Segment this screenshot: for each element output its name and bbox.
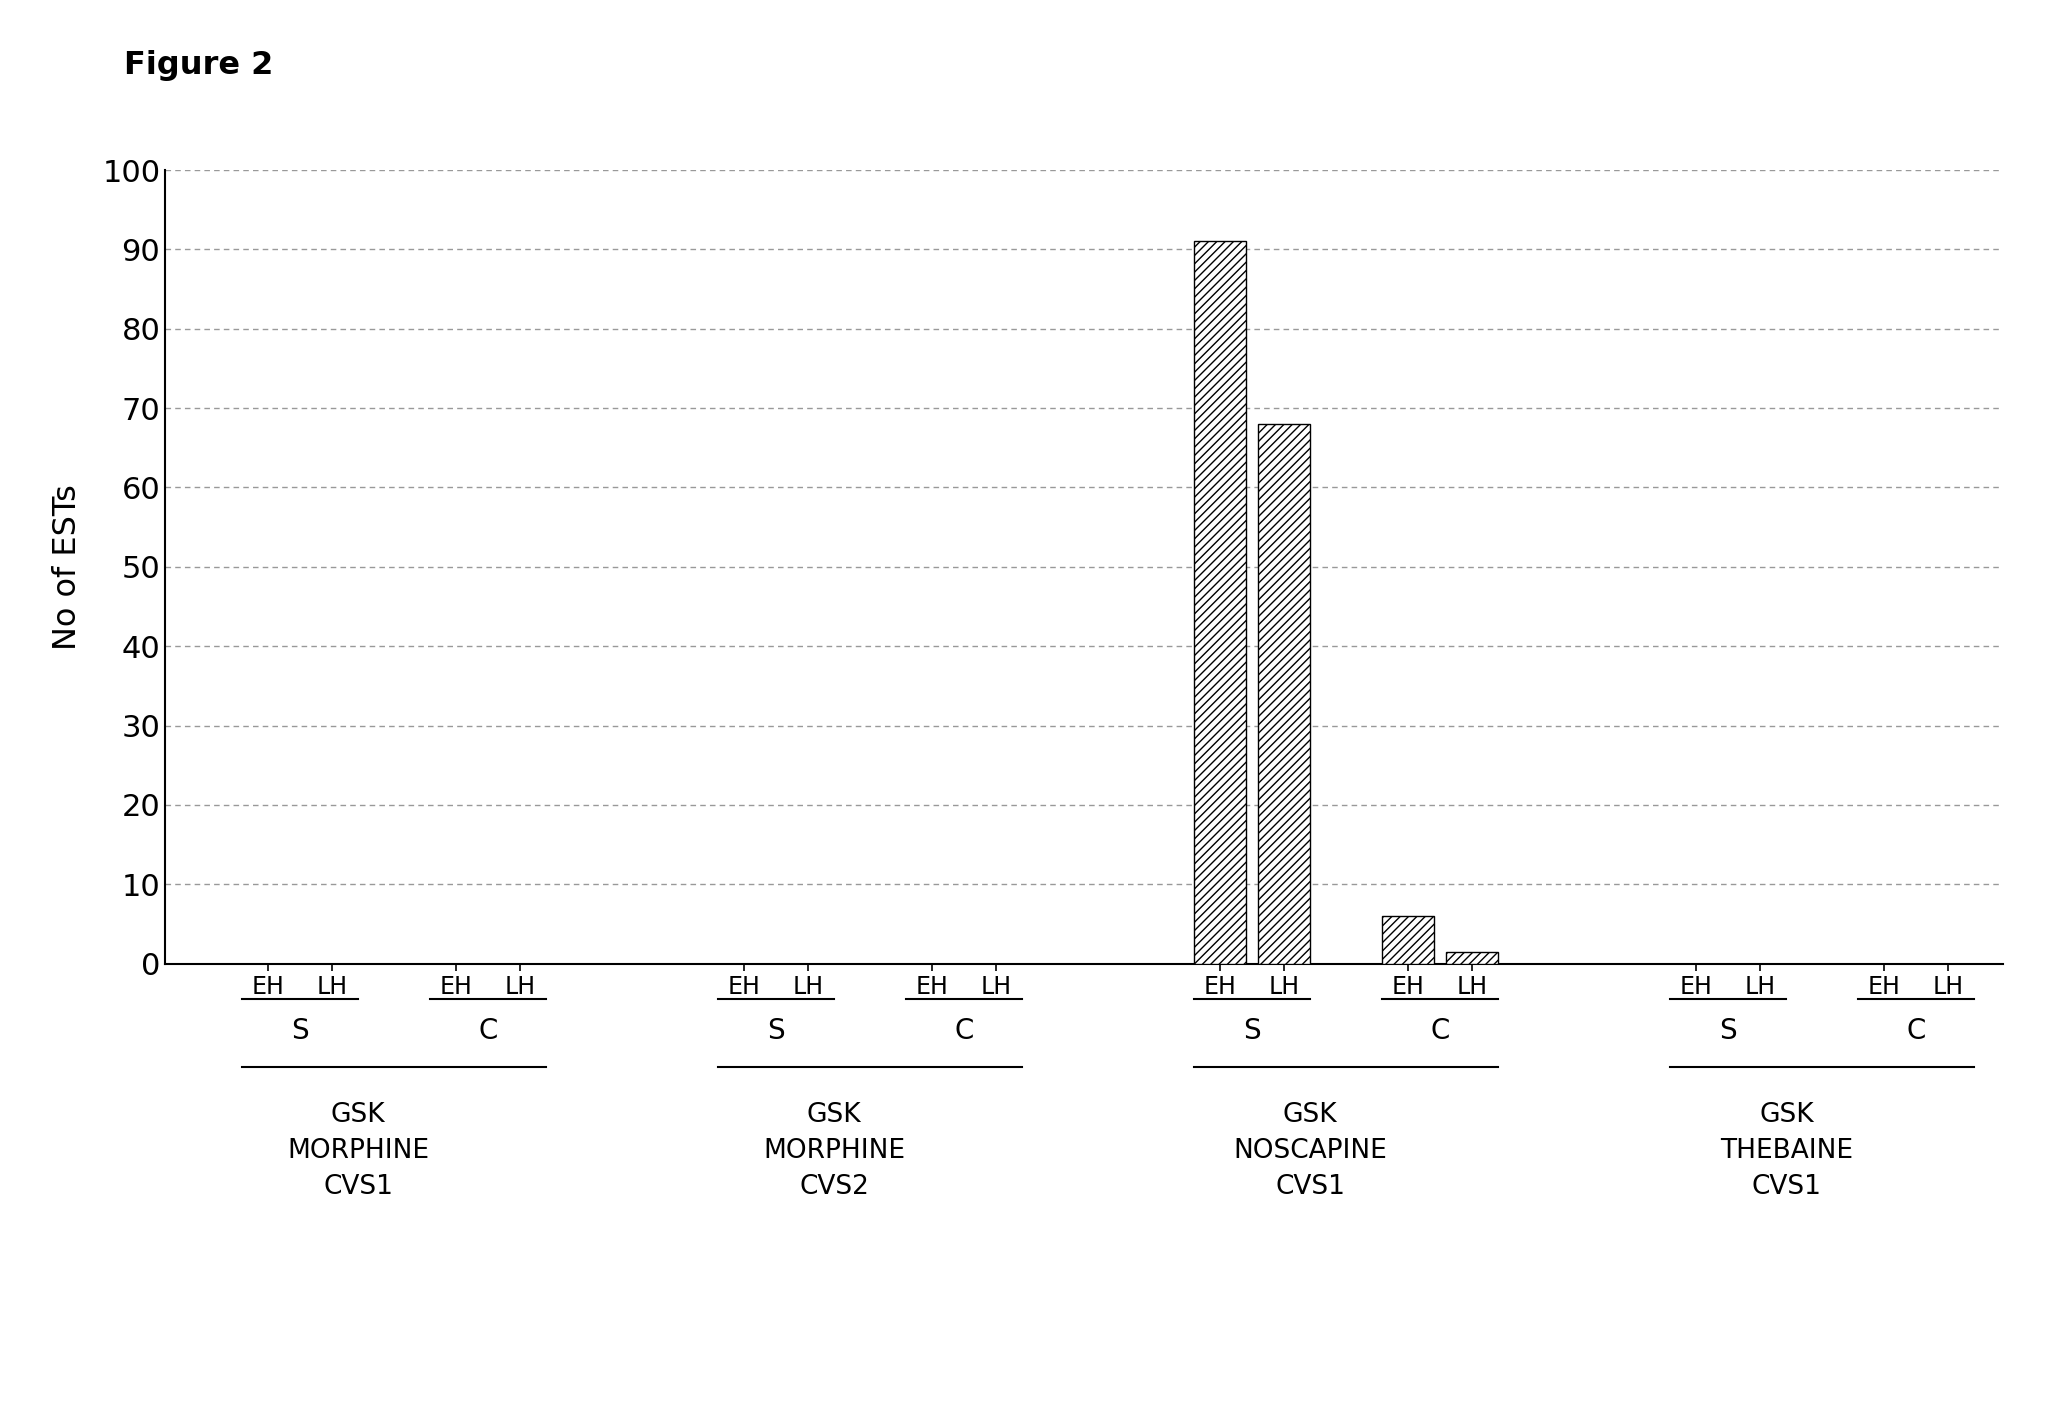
- Text: S: S: [1243, 1017, 1262, 1044]
- Bar: [1381, 915, 1435, 964]
- Y-axis label: No of ESTs: No of ESTs: [52, 483, 83, 650]
- Bar: [1194, 241, 1247, 964]
- Text: S: S: [766, 1017, 785, 1044]
- Text: C: C: [1431, 1017, 1450, 1044]
- Text: C: C: [1906, 1017, 1927, 1044]
- Bar: [1446, 952, 1499, 964]
- Text: C: C: [954, 1017, 973, 1044]
- Text: C: C: [477, 1017, 498, 1044]
- Text: GSK
MORPHINE
CVS1: GSK MORPHINE CVS1: [287, 1102, 430, 1200]
- Text: GSK
NOSCAPINE
CVS1: GSK NOSCAPINE CVS1: [1233, 1102, 1388, 1200]
- Text: GSK
MORPHINE
CVS2: GSK MORPHINE CVS2: [764, 1102, 904, 1200]
- Text: S: S: [291, 1017, 308, 1044]
- Bar: [1258, 424, 1311, 964]
- Text: Figure 2: Figure 2: [124, 50, 273, 81]
- Text: GSK
THEBAINE
CVS1: GSK THEBAINE CVS1: [1720, 1102, 1852, 1200]
- Text: S: S: [1720, 1017, 1737, 1044]
